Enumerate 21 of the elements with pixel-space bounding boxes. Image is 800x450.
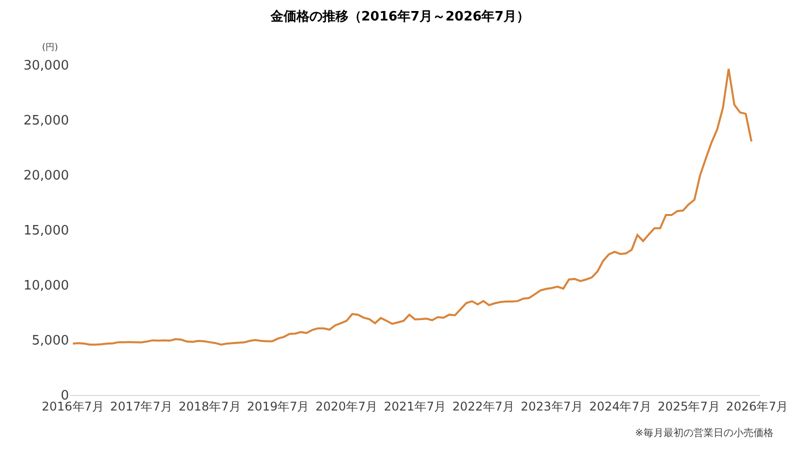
line-series: [72, 68, 752, 346]
x-tick-label: 2021年7月: [384, 399, 446, 414]
y-tick-label: 20,000: [24, 168, 69, 184]
y-tick-label: 30,000: [24, 58, 69, 74]
chart-title: 金価格の推移（2016年7月～2026年7月）: [269, 9, 530, 24]
y-tick-label: 25,000: [24, 114, 69, 129]
x-tick-label: 2022年7月: [452, 399, 515, 414]
text: ※毎月最初の営業日の小売価格: [635, 427, 774, 439]
x-tick-label: 2025年7月: [658, 399, 720, 414]
x-tick-label: 2020年7月: [315, 399, 378, 414]
y-tick-label: 10,000: [24, 278, 69, 294]
x-tick-label: 2024年7月: [589, 399, 652, 414]
x-tick-label: 2017年7月: [110, 399, 172, 414]
y-axis-title: (円): [42, 43, 58, 53]
x-tick-label: 2023年7月: [520, 399, 583, 414]
x-tick-label: 2018年7月: [178, 399, 241, 414]
y-tick-label: 5,000: [32, 334, 69, 349]
x-tick-label: 2026年7月: [726, 399, 788, 414]
x-tick-label: 2016年7月: [42, 399, 104, 414]
y-tick-label: 15,000: [24, 224, 69, 239]
x-tick-label: 2019年7月: [247, 399, 310, 414]
